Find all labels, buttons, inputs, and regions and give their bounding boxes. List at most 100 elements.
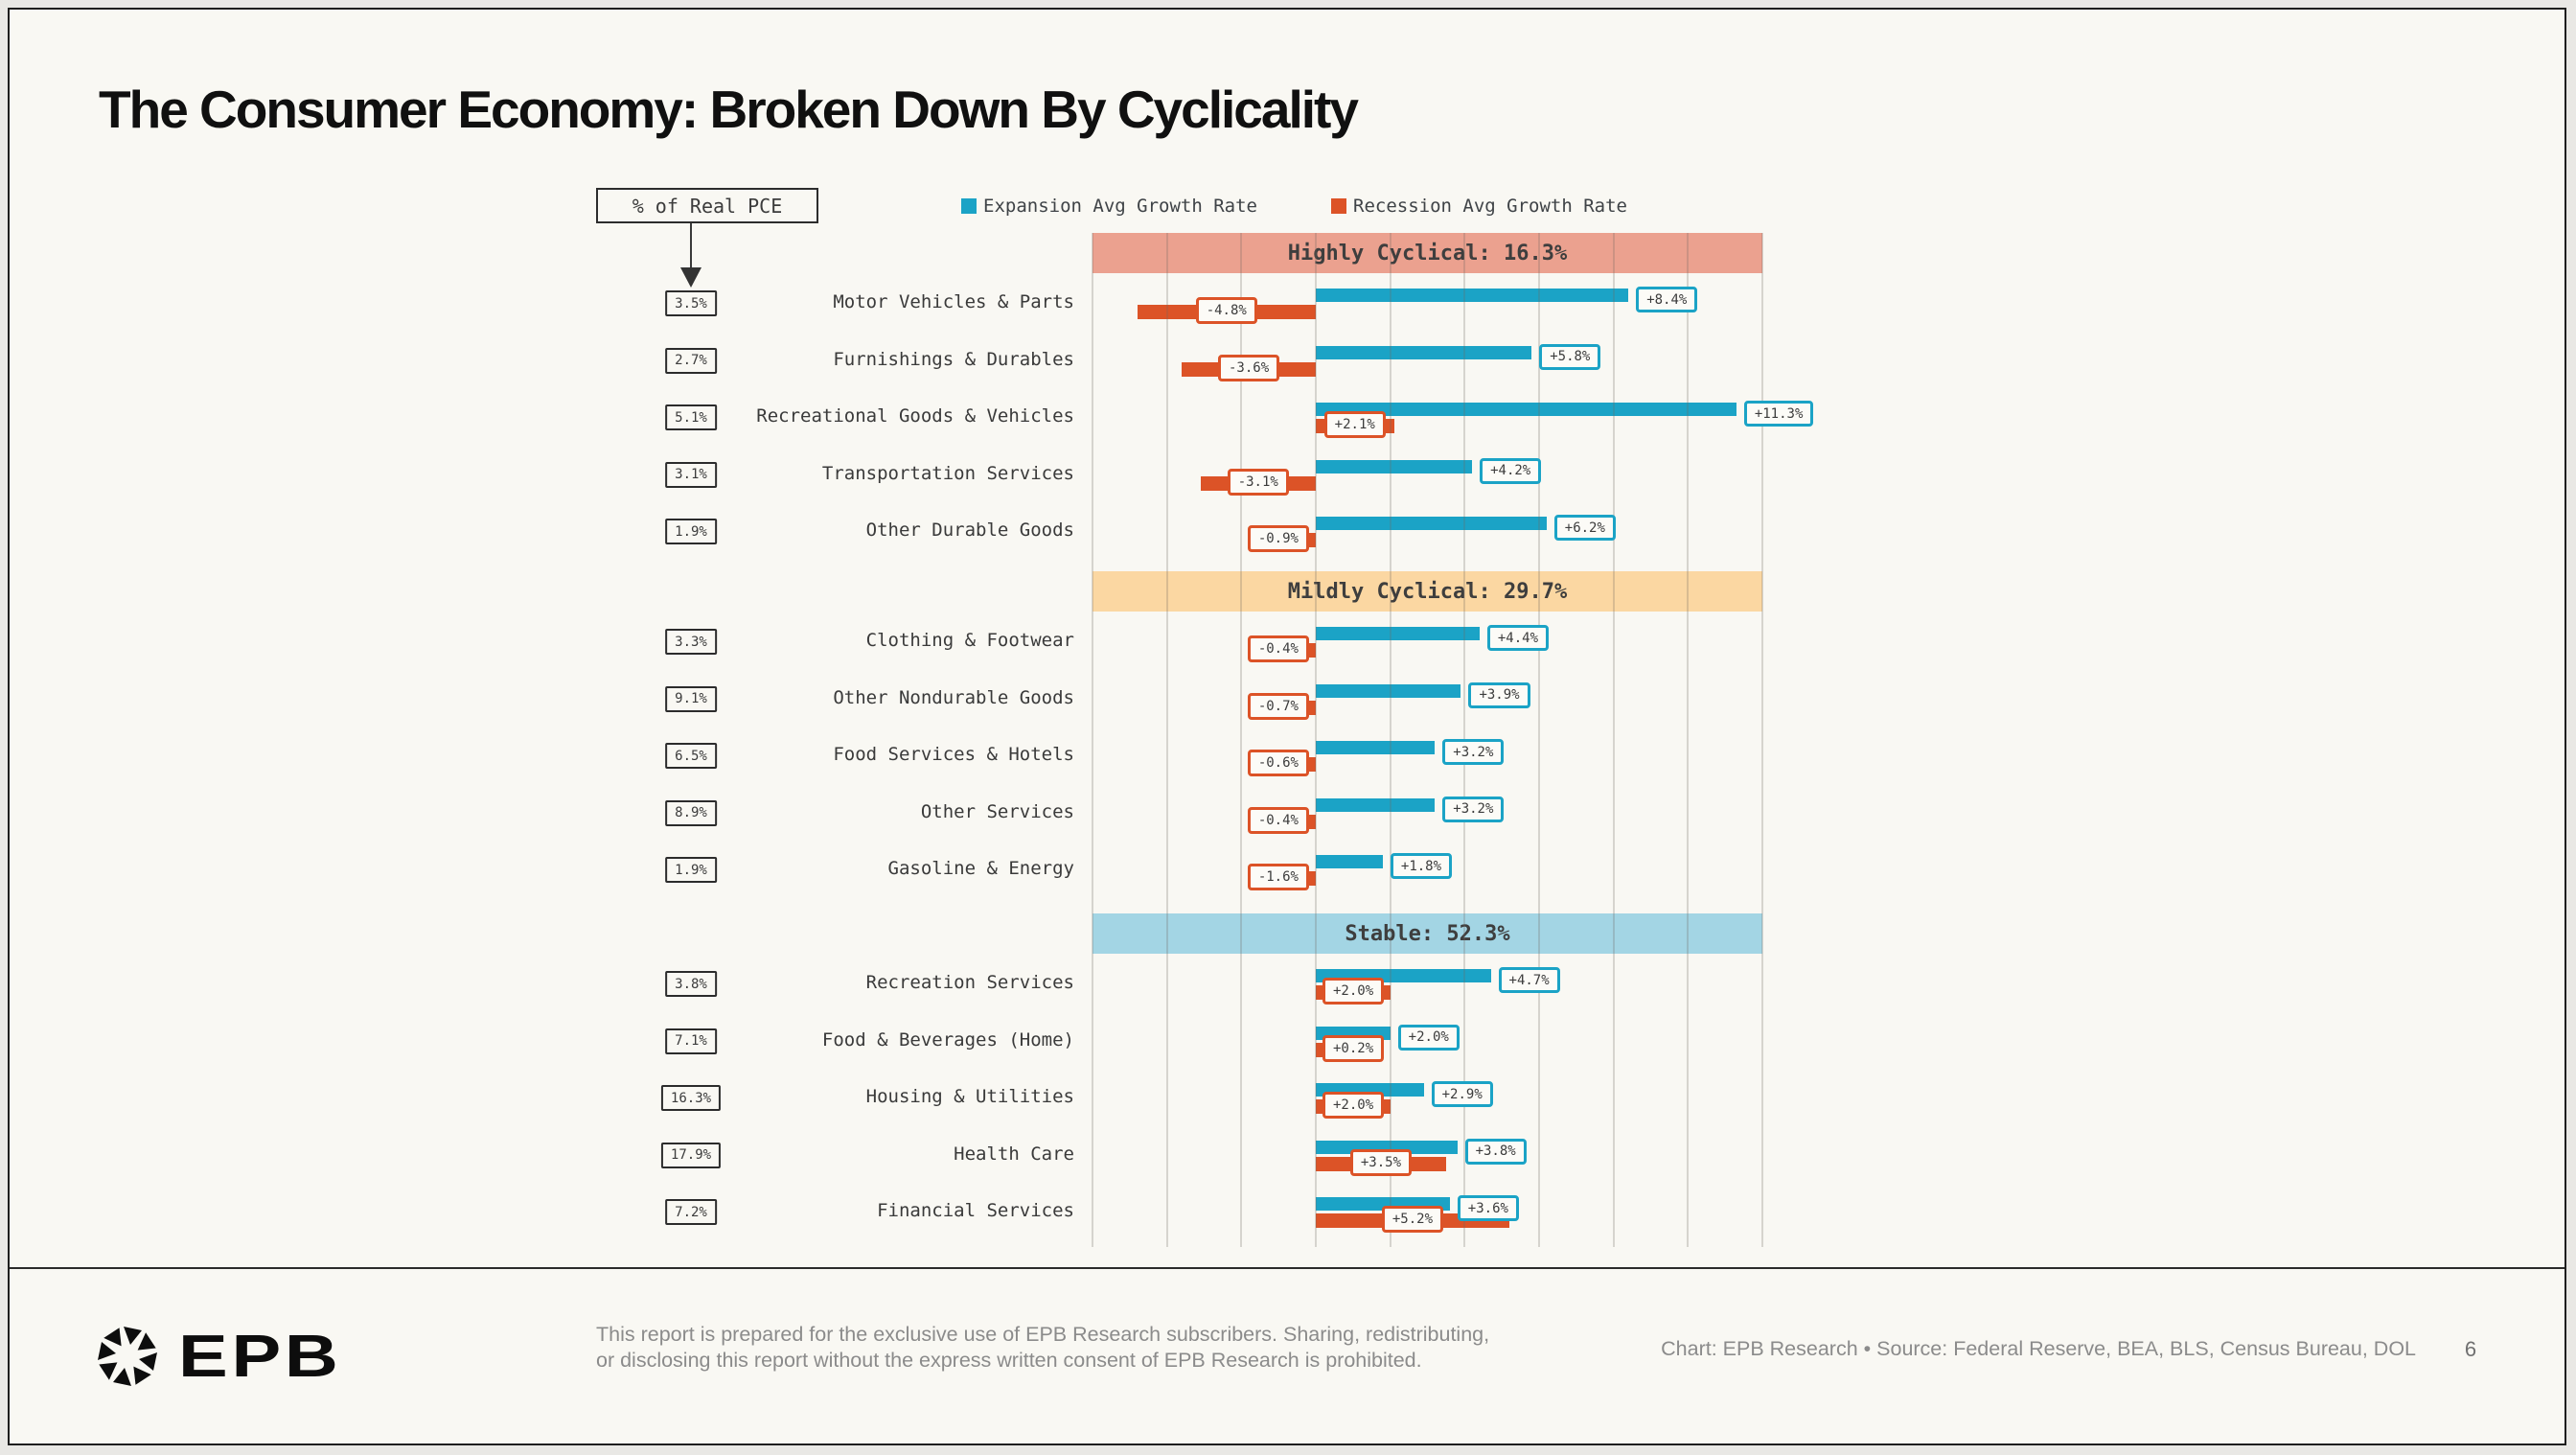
footer-divider: [10, 1267, 2564, 1269]
epb-logo-icon: [98, 1327, 157, 1386]
expansion-bar: [1316, 855, 1383, 868]
expansion-value-box: +4.2%: [1480, 457, 1542, 484]
report-page: The Consumer Economy: Broken Down By Cyc…: [8, 8, 2566, 1445]
pce-annotation-box: % of Real PCE: [596, 188, 818, 223]
category-label: Other Nondurable Goods: [833, 686, 1074, 708]
legend-expansion-label: Expansion Avg Growth Rate: [983, 196, 1257, 217]
expansion-bar: [1316, 797, 1436, 812]
pce-share-box: 3.8%: [665, 971, 717, 997]
recession-value-box: +2.0%: [1322, 978, 1385, 1005]
expansion-value-box: +3.6%: [1457, 1195, 1519, 1221]
gridline: [1165, 233, 1168, 1247]
recession-value-box: -0.7%: [1247, 692, 1309, 720]
expansion-value-box: +3.2%: [1442, 796, 1505, 822]
category-label: Furnishings & Durables: [833, 348, 1074, 370]
expansion-bar: [1316, 403, 1736, 416]
recession-value-box: -0.4%: [1247, 635, 1309, 662]
pce-share-box: 7.1%: [665, 1028, 717, 1054]
disclaimer-line-2: or disclosing this report without the ex…: [596, 1349, 1422, 1372]
expansion-value-box: +3.8%: [1464, 1138, 1527, 1165]
expansion-value-box: +4.7%: [1498, 967, 1560, 993]
chart-plot: [1092, 233, 1763, 1247]
category-label: Transportation Services: [821, 462, 1074, 484]
recession-value-box: -0.6%: [1247, 750, 1309, 776]
page-number: 6: [2464, 1337, 2477, 1361]
pce-share-box: 6.5%: [665, 743, 717, 769]
epb-logo-text: EPB: [178, 1323, 342, 1390]
epb-logo: EPB: [96, 1323, 498, 1390]
category-label: Recreational Goods & Vehicles: [756, 405, 1074, 427]
expansion-value-box: +8.4%: [1636, 287, 1698, 312]
gridline: [1240, 233, 1243, 1247]
section-header: Stable: 52.3%: [1345, 921, 1510, 946]
pce-arrow-icon: [680, 267, 702, 288]
category-label: Food Services & Hotels: [833, 744, 1074, 765]
category-label: Housing & Utilities: [865, 1086, 1074, 1107]
category-label: Gasoline & Energy: [887, 858, 1074, 879]
expansion-value-box: +3.9%: [1468, 681, 1530, 708]
pce-arrow-line: [690, 223, 692, 267]
pce-share-box: 1.9%: [665, 857, 717, 883]
section-band-stable: Stable: 52.3%: [1092, 913, 1762, 954]
pce-share-box: 1.9%: [665, 519, 717, 544]
expansion-bar: [1316, 289, 1629, 302]
footer-disclaimer: This report is prepared for the exclusiv…: [596, 1322, 1489, 1374]
legend-item-expansion: Expansion Avg Growth Rate: [961, 196, 1257, 217]
legend-item-recession: Recession Avg Growth Rate: [1331, 196, 1627, 217]
expansion-value-box: +6.2%: [1553, 515, 1616, 541]
pce-share-box: 9.1%: [665, 685, 717, 712]
expansion-value-box: +5.8%: [1539, 343, 1601, 370]
disclaimer-line-1: This report is prepared for the exclusiv…: [596, 1323, 1490, 1346]
pce-share-box: 16.3%: [660, 1085, 722, 1111]
expansion-value-box: +11.3%: [1743, 401, 1814, 427]
gridline: [1761, 233, 1763, 1247]
expansion-value-box: +4.4%: [1486, 625, 1550, 651]
expansion-bar: [1316, 683, 1461, 698]
pce-annotation-label: % of Real PCE: [632, 194, 783, 218]
category-label: Clothing & Footwear: [865, 630, 1074, 651]
gridline: [1389, 233, 1392, 1247]
expansion-value-box: +2.0%: [1397, 1024, 1460, 1051]
pce-share-box: 3.5%: [665, 290, 717, 316]
expansion-value-box: +3.2%: [1442, 739, 1505, 765]
page-title: The Consumer Economy: Broken Down By Cyc…: [99, 80, 1359, 139]
recession-value-box: +0.2%: [1322, 1034, 1385, 1062]
expansion-bar: [1316, 741, 1436, 754]
recession-swatch-icon: [1331, 198, 1346, 214]
recession-value-box: -0.4%: [1247, 806, 1309, 834]
expansion-swatch-icon: [961, 198, 977, 214]
expansion-value-box: +1.8%: [1390, 853, 1453, 879]
category-label: Food & Beverages (Home): [821, 1028, 1074, 1051]
recession-value-box: -0.9%: [1247, 525, 1309, 552]
pce-share-box: 8.9%: [665, 799, 717, 826]
category-label: Health Care: [954, 1143, 1074, 1165]
section-band-highly: Highly Cyclical: 16.3%: [1092, 233, 1762, 273]
pce-share-box: 3.1%: [665, 461, 717, 488]
recession-value-box: +3.5%: [1349, 1148, 1413, 1176]
recession-value-box: +2.1%: [1323, 411, 1386, 438]
category-label: Other Services: [920, 800, 1074, 822]
expansion-bar: [1316, 345, 1532, 359]
category-label: Other Durable Goods: [865, 520, 1074, 541]
gridline: [1612, 233, 1615, 1247]
section-header: Highly Cyclical: 16.3%: [1287, 241, 1568, 266]
category-label: Financial Services: [877, 1200, 1074, 1221]
gridline: [1092, 233, 1093, 1247]
legend-recession-label: Recession Avg Growth Rate: [1353, 196, 1627, 217]
footer-credit: Chart: EPB Research • Source: Federal Re…: [1661, 1337, 2416, 1360]
pce-share-box: 7.2%: [665, 1199, 717, 1225]
recession-value-box: -3.6%: [1218, 354, 1280, 381]
recession-bar: [1316, 1042, 1323, 1057]
section-band-mildly: Mildly Cyclical: 29.7%: [1092, 571, 1762, 612]
gridline: [1687, 233, 1690, 1247]
expansion-value-box: +2.9%: [1431, 1081, 1493, 1107]
section-header: Mildly Cyclical: 29.7%: [1287, 579, 1568, 604]
gridline: [1538, 233, 1540, 1247]
expansion-bar: [1316, 517, 1547, 530]
expansion-bar: [1316, 459, 1473, 473]
gridline: [1315, 233, 1317, 1247]
category-label: Motor Vehicles & Parts: [833, 291, 1074, 312]
recession-value-box: -1.6%: [1247, 864, 1309, 890]
pce-share-box: 2.7%: [665, 347, 717, 374]
expansion-bar: [1316, 627, 1480, 640]
